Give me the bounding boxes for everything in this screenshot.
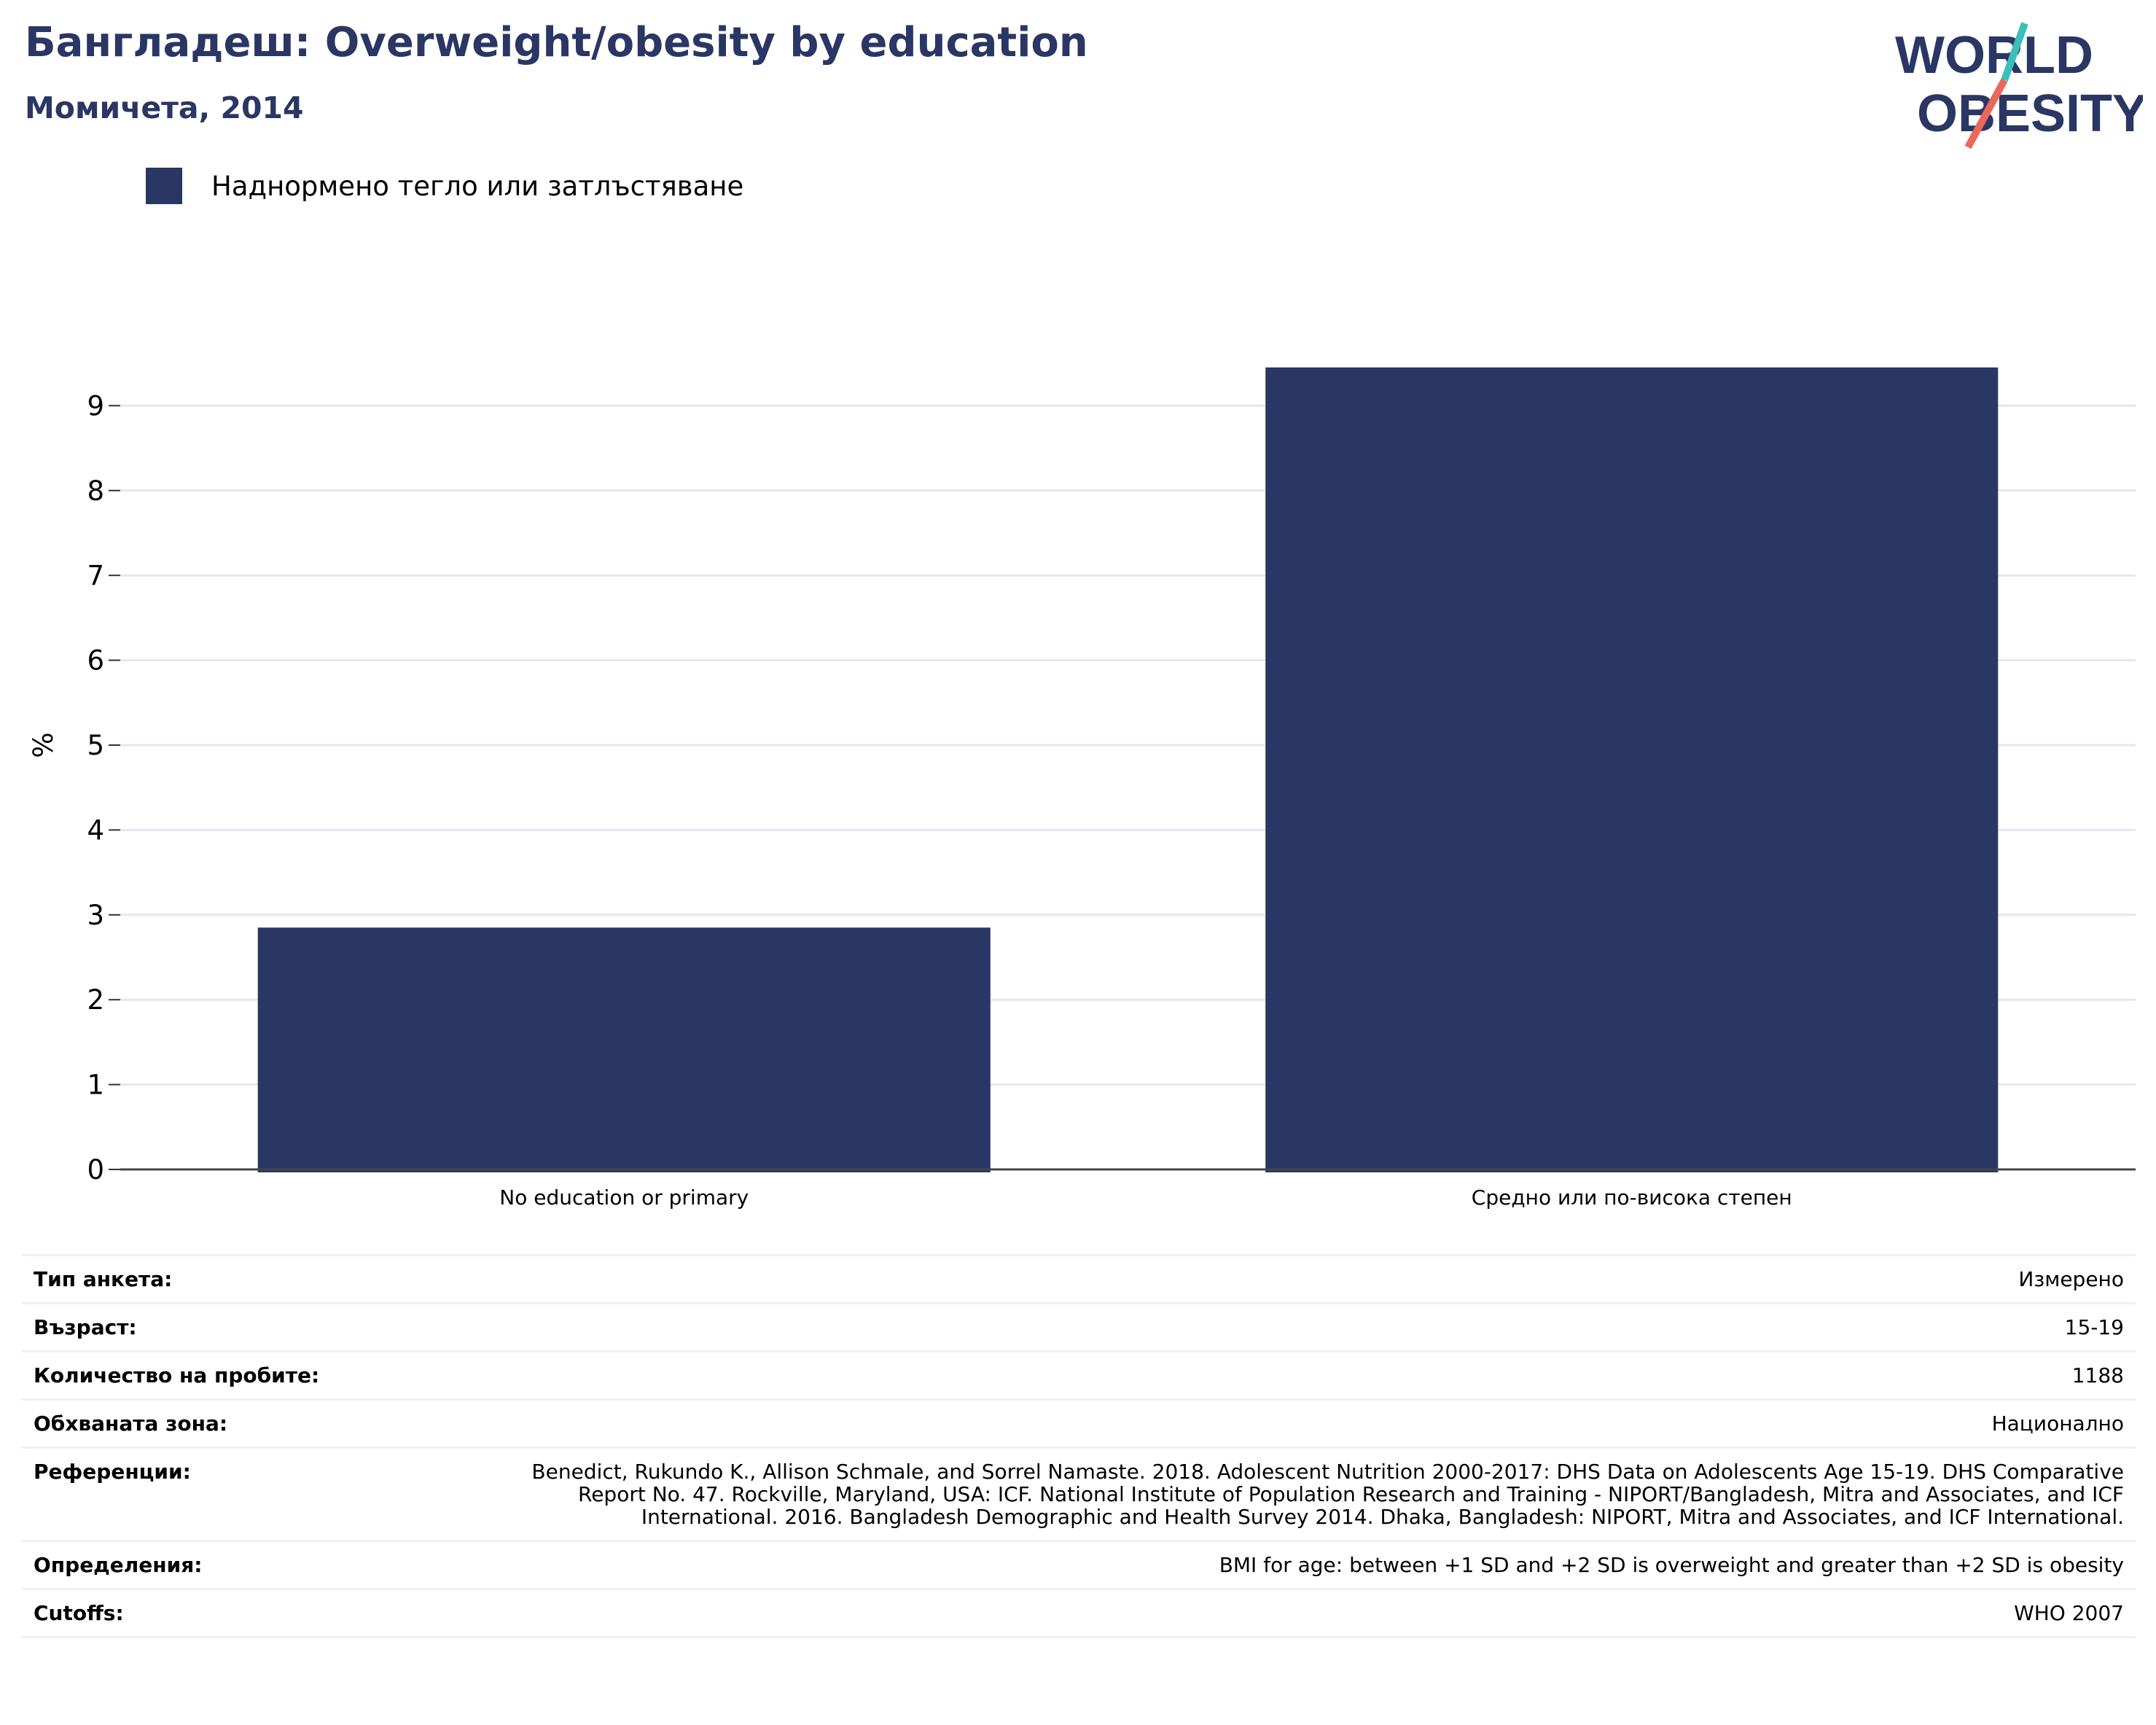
logo-slash-top	[2001, 22, 2028, 82]
info-label: Cutoffs:	[22, 1588, 483, 1638]
info-value: Измерено	[483, 1254, 2136, 1304]
info-table: Тип анкета: Измерено Възраст: 15-19 Количест…	[22, 1254, 2136, 1638]
info-value: Benedict, Rukundo K., Allison Schmale, a…	[483, 1446, 2136, 1542]
y-tick-label: 9	[87, 390, 104, 421]
world-obesity-logo: WORLD OBESITY	[1895, 22, 2143, 149]
bar-chart: 0 1 2 3 4 5 6 7 8 9% No education or primary Средно…	[28, 367, 2136, 1210]
y-tick-label: 7	[87, 560, 104, 591]
legend[interactable]: Наднормено тегло или затлъстяване	[146, 168, 743, 204]
chart-subtitle: Момичета, 2014	[25, 90, 304, 125]
y-tick-label: 2	[87, 984, 104, 1016]
y-tick-label: 3	[87, 900, 104, 931]
info-label: Възраст:	[22, 1302, 483, 1352]
x-tick-label: No education or primary	[499, 1185, 749, 1210]
bar	[257, 927, 991, 1172]
info-value: 1188	[483, 1350, 2136, 1401]
info-row: Определения: BMI for age: between +1 SD a…	[22, 1540, 2136, 1590]
info-row: Тип анкета: Измерено	[22, 1254, 2136, 1304]
info-label: Количество на пробите:	[22, 1350, 483, 1401]
legend-label: Наднормено тегло или затлъстяване	[211, 170, 744, 202]
info-value: 15-19	[483, 1302, 2136, 1352]
info-value: Национално	[483, 1398, 2136, 1449]
info-value: WHO 2007	[483, 1588, 2136, 1638]
y-tick-label: 5	[87, 730, 104, 761]
y-tick-label: 6	[87, 645, 104, 677]
info-row: Количество на пробите: 1188	[22, 1350, 2136, 1401]
info-label: Определения:	[22, 1540, 483, 1590]
y-tick-label: 8	[87, 475, 104, 507]
chart-title: Бангладеш: Overweight/obesity by educati…	[25, 19, 1088, 66]
logo-slash-bottom	[1964, 78, 2008, 149]
x-tick-label: Средно или по-висока степен	[1472, 1185, 1792, 1210]
info-row: Референции: Benedict, Rukundo K., Allison…	[22, 1446, 2136, 1542]
info-row: Възраст: 15-19	[22, 1302, 2136, 1352]
info-label: Тип анкета:	[22, 1254, 483, 1304]
y-tick-label: 1	[87, 1070, 104, 1101]
y-axis-label: %	[28, 732, 59, 758]
info-row: Обхваната зона: Национално	[22, 1398, 2136, 1449]
info-label: Референции:	[22, 1446, 483, 1542]
info-row: Cutoffs: WHO 2007	[22, 1588, 2136, 1638]
y-tick-label: 4	[87, 814, 104, 846]
y-tick-label: 0	[87, 1154, 104, 1185]
info-label: Обхваната зона:	[22, 1398, 483, 1449]
logo-text-world: WORLD	[1895, 26, 2093, 85]
bar	[1265, 367, 1999, 1172]
info-value: BMI for age: between +1 SD and +2 SD is …	[483, 1540, 2136, 1590]
legend-swatch	[146, 168, 182, 204]
logo-text-obesity: OBESITY	[1917, 85, 2143, 143]
